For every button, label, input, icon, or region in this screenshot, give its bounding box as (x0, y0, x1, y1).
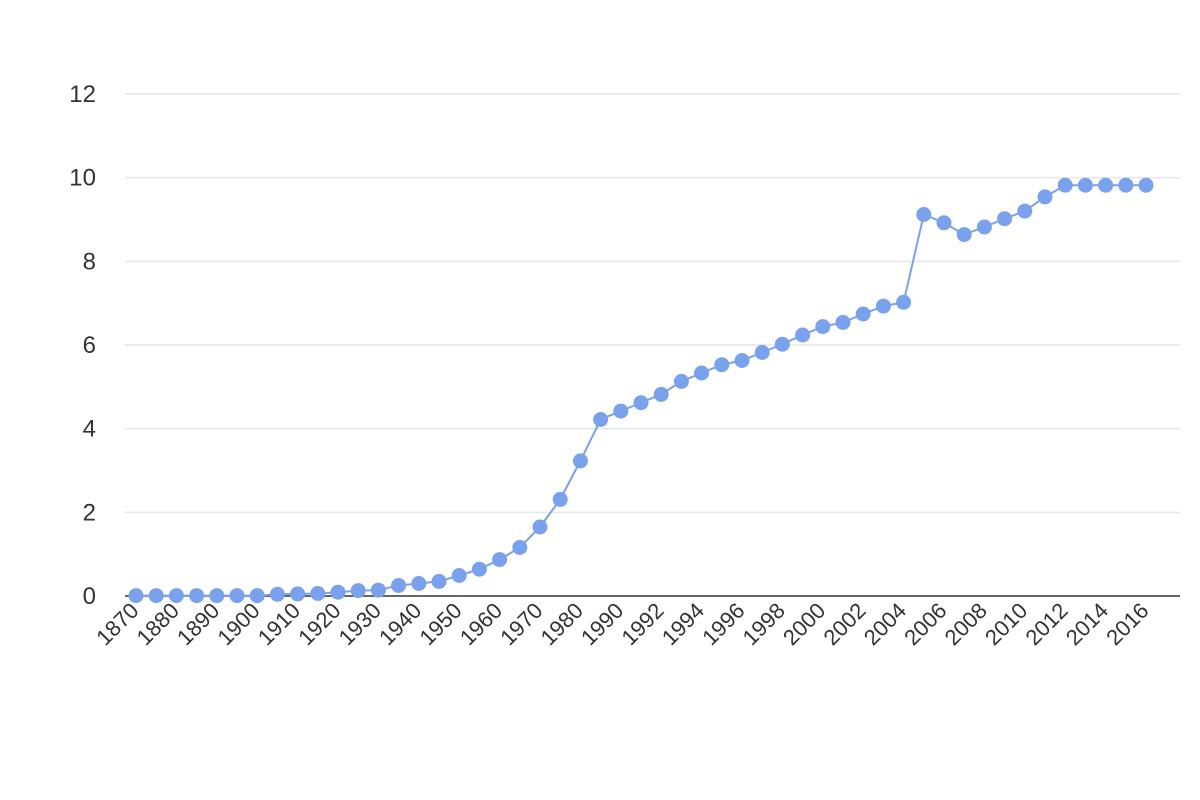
data-point (613, 403, 629, 419)
y-tick-label: 10 (69, 165, 96, 192)
y-tick-label: 8 (83, 248, 96, 275)
data-point (956, 227, 972, 243)
x-tick-label: 2002 (818, 598, 870, 650)
data-point (754, 345, 770, 360)
data-point (310, 586, 326, 601)
gridlines (125, 93, 1180, 514)
data-point (512, 540, 528, 555)
x-tick-label: 1992 (616, 598, 668, 650)
data-point (633, 395, 649, 411)
x-tick-label: 1930 (334, 598, 386, 650)
data-point (1017, 203, 1033, 219)
data-point (189, 588, 205, 604)
data-point (370, 582, 386, 598)
y-tick-label: 0 (83, 583, 96, 610)
data-point (795, 327, 811, 343)
y-tick-label: 12 (69, 81, 96, 108)
x-tick-label: 1994 (657, 598, 709, 650)
x-axis-tick-labels: 1870188018901900191019201930194019501960… (91, 598, 1153, 650)
x-tick-label: 1910 (253, 598, 305, 650)
data-point (290, 586, 306, 602)
data-point (572, 453, 588, 469)
x-tick-label: 1870 (91, 598, 143, 650)
data-point (916, 207, 932, 222)
data-point (673, 373, 689, 389)
data-point (835, 314, 851, 330)
data-point (855, 306, 871, 322)
data-point (451, 568, 467, 583)
x-tick-label: 1980 (536, 598, 588, 650)
data-point (997, 211, 1013, 227)
data-point (1118, 177, 1134, 193)
x-tick-label: 2000 (778, 598, 830, 650)
data-point (896, 294, 912, 310)
data-point (714, 357, 730, 373)
data-point (229, 588, 245, 604)
x-tick-label: 1920 (293, 598, 345, 650)
x-tick-label: 2010 (980, 598, 1032, 650)
data-point (734, 353, 750, 368)
data-point (532, 519, 548, 535)
x-tick-label: 1998 (738, 598, 790, 650)
x-tick-label: 2014 (1061, 598, 1113, 650)
data-point (875, 298, 891, 314)
x-tick-label: 1890 (172, 598, 224, 650)
data-point (1037, 189, 1053, 205)
x-tick-label: 2004 (859, 598, 911, 650)
data-point (391, 578, 407, 593)
data-point (653, 386, 669, 402)
x-tick-label: 1960 (455, 598, 507, 650)
data-point (694, 365, 710, 381)
series-line (136, 184, 1146, 597)
x-tick-label: 2008 (940, 598, 992, 650)
data-point (552, 491, 568, 507)
x-tick-label: 1900 (212, 598, 264, 650)
data-point (1057, 177, 1073, 193)
data-point (1098, 177, 1114, 193)
x-tick-label: 1940 (374, 598, 426, 650)
data-point (1138, 177, 1154, 193)
x-tick-label: 2012 (1020, 598, 1072, 650)
x-tick-label: 1880 (132, 598, 184, 650)
y-tick-label: 4 (83, 416, 96, 443)
data-point (350, 583, 366, 599)
data-point (128, 588, 144, 604)
data-point (1077, 177, 1093, 193)
data-point (815, 319, 831, 335)
data-point (492, 552, 508, 568)
x-tick-label: 2016 (1101, 598, 1153, 650)
series-points (128, 177, 1154, 604)
data-point (168, 588, 184, 604)
x-tick-label: 1950 (414, 598, 466, 650)
y-tick-label: 6 (83, 332, 96, 359)
data-point (209, 588, 225, 604)
data-point (330, 584, 346, 600)
data-point (269, 586, 285, 602)
x-tick-label: 1996 (697, 598, 749, 650)
data-point (411, 576, 427, 591)
data-point (593, 412, 609, 427)
data-point (936, 215, 952, 231)
data-point (148, 588, 164, 604)
data-point (471, 561, 487, 577)
x-tick-label: 2006 (899, 598, 951, 650)
x-tick-label: 1970 (495, 598, 547, 650)
data-point (774, 336, 790, 352)
x-tick-label: 1990 (576, 598, 628, 650)
data-point (976, 219, 992, 235)
y-axis-tick-labels: 0 2 4 6 8 10 12 (69, 81, 96, 610)
data-point (249, 588, 265, 604)
y-tick-label: 2 (83, 499, 96, 526)
data-point (431, 573, 447, 589)
